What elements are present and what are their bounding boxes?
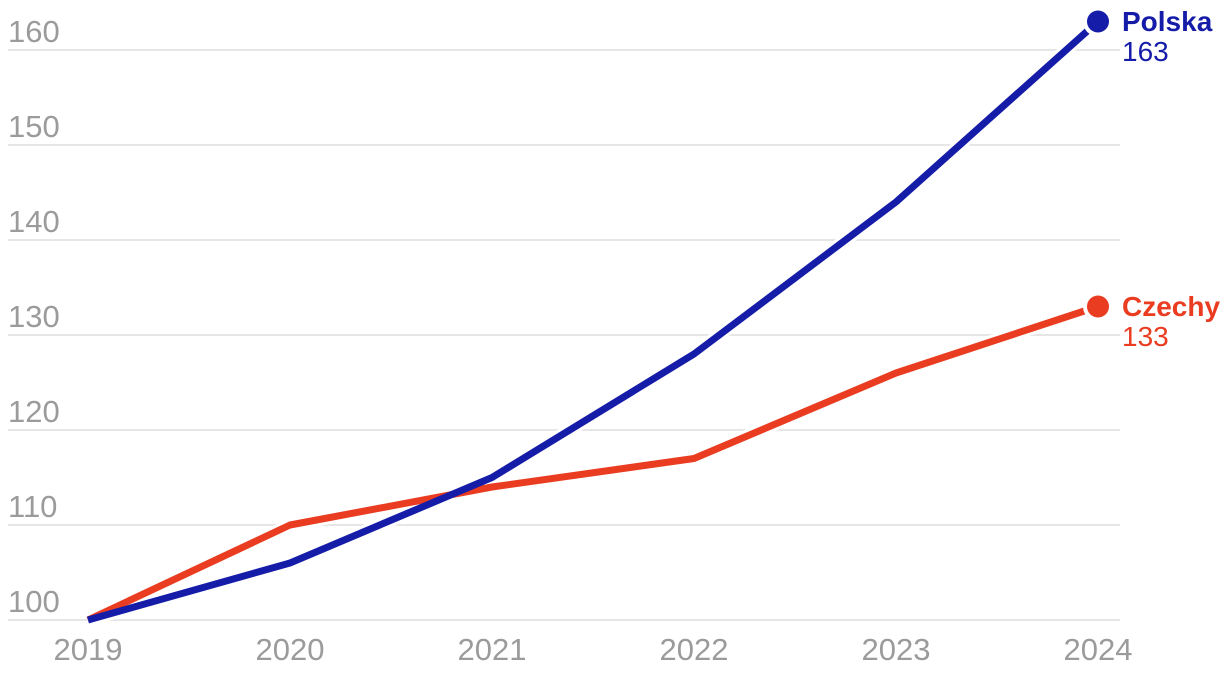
y-axis-tick-label: 140 [8, 204, 60, 239]
x-axis-tick-label: 2023 [862, 632, 931, 667]
x-axis-tick-label: 2019 [54, 632, 123, 667]
x-axis-tick-label: 2022 [660, 632, 729, 667]
y-axis-tick-label: 100 [8, 584, 60, 619]
series-end-dot-czechy [1087, 295, 1109, 318]
x-axis-tick-label: 2020 [256, 632, 325, 667]
series-label-name-czechy: Czechy [1122, 291, 1220, 322]
y-axis-tick-label: 160 [8, 14, 60, 49]
y-axis-tick-label: 120 [8, 394, 60, 429]
series-label-value-czechy: 133 [1122, 321, 1169, 352]
x-axis-tick-label: 2024 [1064, 632, 1133, 667]
y-axis-tick-label: 110 [8, 489, 57, 524]
series-line-polska [87, 18, 1101, 624]
y-axis-tick-label: 130 [8, 299, 60, 334]
y-axis-tick-label: 150 [8, 109, 60, 144]
x-axis-tick-label: 2021 [458, 632, 527, 667]
series-label-value-polska: 163 [1122, 36, 1169, 67]
series-line-halo-polska [86, 16, 1103, 627]
series-label-name-polska: Polska [1122, 6, 1213, 37]
series-end-dot-polska [1087, 10, 1109, 33]
series-line-czechy [86, 303, 1100, 624]
